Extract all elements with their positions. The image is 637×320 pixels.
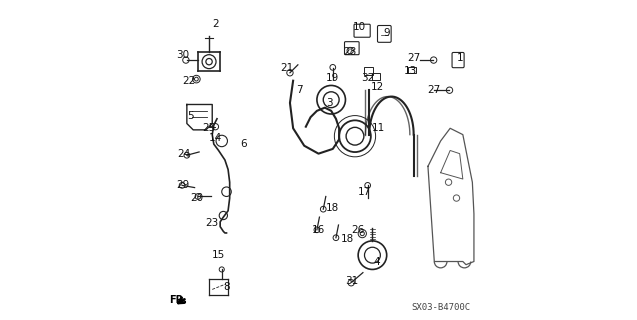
- Text: 1: 1: [456, 53, 463, 63]
- Text: 10: 10: [353, 22, 366, 32]
- Text: 14: 14: [209, 133, 222, 143]
- Text: 18: 18: [326, 203, 340, 212]
- Text: 7: 7: [296, 85, 303, 95]
- Text: 31: 31: [345, 276, 359, 285]
- Text: 27: 27: [427, 85, 441, 95]
- Text: 19: 19: [326, 73, 340, 83]
- Text: 3: 3: [326, 98, 333, 108]
- Text: 5: 5: [187, 111, 194, 121]
- Text: 6: 6: [241, 139, 247, 149]
- Text: 9: 9: [383, 28, 390, 38]
- Text: 12: 12: [371, 82, 384, 92]
- Text: 21: 21: [280, 63, 294, 73]
- Text: 27: 27: [407, 53, 420, 63]
- Text: 30: 30: [176, 50, 189, 60]
- Text: 24: 24: [177, 149, 190, 159]
- Text: 32: 32: [361, 73, 375, 83]
- Text: FR.: FR.: [169, 295, 187, 305]
- Text: 15: 15: [212, 250, 225, 260]
- Text: 16: 16: [312, 225, 325, 235]
- Text: 17: 17: [358, 187, 371, 197]
- Text: 20: 20: [190, 193, 203, 203]
- Text: 23: 23: [206, 219, 219, 228]
- Text: 4: 4: [374, 257, 380, 267]
- Text: 11: 11: [372, 123, 385, 133]
- Text: 18: 18: [340, 234, 354, 244]
- Text: 28: 28: [343, 47, 357, 57]
- Text: 25: 25: [203, 123, 216, 133]
- Text: 29: 29: [176, 180, 189, 190]
- Text: 22: 22: [182, 76, 195, 86]
- Text: 13: 13: [404, 66, 417, 76]
- Text: 2: 2: [212, 19, 218, 28]
- Text: SX03-B4700C: SX03-B4700C: [412, 303, 471, 312]
- Text: 8: 8: [223, 282, 230, 292]
- Text: 26: 26: [352, 225, 365, 235]
